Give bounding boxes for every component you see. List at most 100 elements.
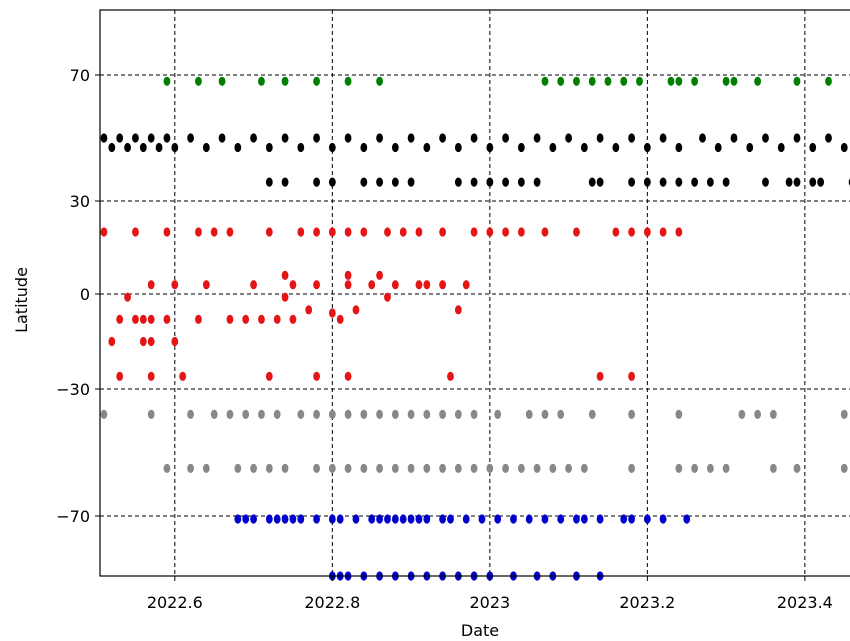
data-point xyxy=(313,177,320,187)
data-point xyxy=(328,514,336,524)
data-point xyxy=(620,76,628,86)
data-point xyxy=(809,142,817,153)
data-point xyxy=(360,409,368,419)
data-point xyxy=(147,280,155,290)
plot-frame xyxy=(99,9,850,577)
data-point xyxy=(265,142,273,153)
data-point xyxy=(423,142,431,153)
data-point xyxy=(163,314,171,324)
data-point xyxy=(470,227,478,237)
data-point xyxy=(163,227,171,237)
data-point xyxy=(722,76,730,86)
data-point xyxy=(195,227,202,237)
data-point xyxy=(454,177,462,187)
data-point xyxy=(368,514,376,524)
data-point xyxy=(825,133,832,143)
data-point xyxy=(171,142,179,153)
data-point xyxy=(415,514,423,524)
data-point xyxy=(218,76,226,86)
data-point xyxy=(344,76,352,86)
data-point xyxy=(423,409,431,419)
data-point xyxy=(344,409,352,419)
data-point xyxy=(675,76,683,86)
x-axis-ticks: 2022.6 2022.8 2023 2023.2 2023.4 xyxy=(147,576,833,612)
data-point xyxy=(557,76,565,86)
data-point xyxy=(265,514,273,524)
data-point xyxy=(344,227,352,237)
data-point xyxy=(439,227,446,237)
data-point xyxy=(328,463,336,473)
data-point xyxy=(328,409,336,419)
data-point xyxy=(486,177,494,187)
data-point xyxy=(391,463,399,473)
data-point xyxy=(391,142,399,153)
data-point xyxy=(643,177,651,187)
data-point xyxy=(376,133,383,143)
data-point xyxy=(762,177,769,187)
x-tick-label: 2023 xyxy=(469,593,510,612)
data-point xyxy=(454,142,462,153)
data-point xyxy=(202,463,210,473)
data-point xyxy=(139,142,147,153)
y-axis-ticks: 70 30 0 −30 −70 xyxy=(56,66,100,526)
data-point xyxy=(769,409,777,419)
data-point xyxy=(336,314,344,324)
data-point xyxy=(628,177,636,187)
data-point xyxy=(793,177,801,187)
data-point xyxy=(147,409,155,419)
data-point xyxy=(242,314,250,324)
data-point xyxy=(391,409,399,419)
data-point xyxy=(722,463,730,473)
y-tick-label: 30 xyxy=(70,192,90,211)
data-point xyxy=(313,463,320,473)
data-point xyxy=(588,177,596,187)
data-point xyxy=(580,514,588,524)
data-point xyxy=(738,409,746,419)
data-point xyxy=(596,133,604,143)
data-point xyxy=(195,76,202,86)
data-point xyxy=(407,177,415,187)
data-point xyxy=(502,177,509,187)
data-point xyxy=(596,177,604,187)
data-point xyxy=(265,463,273,473)
data-point xyxy=(730,76,738,86)
data-point xyxy=(328,227,336,237)
data-point xyxy=(305,305,313,315)
data-point xyxy=(777,142,785,153)
data-point xyxy=(281,514,289,524)
data-point xyxy=(612,227,620,237)
data-point xyxy=(454,463,462,473)
data-point xyxy=(549,463,557,473)
data-point xyxy=(202,142,210,153)
data-point xyxy=(384,514,391,524)
data-point xyxy=(825,76,832,86)
data-point xyxy=(124,292,131,302)
data-point xyxy=(454,305,462,315)
data-point xyxy=(289,280,297,290)
data-point xyxy=(675,409,683,419)
data-point xyxy=(573,227,580,237)
data-point xyxy=(840,142,848,153)
data-point xyxy=(502,463,509,473)
data-point xyxy=(675,177,683,187)
data-point xyxy=(399,227,407,237)
data-point xyxy=(273,409,281,419)
data-point xyxy=(163,76,171,86)
y-tick-label: 70 xyxy=(70,66,90,85)
data-point xyxy=(415,227,423,237)
data-point xyxy=(313,133,320,143)
data-point xyxy=(226,227,234,237)
data-point xyxy=(132,314,139,324)
data-point xyxy=(565,133,573,143)
data-point xyxy=(706,177,714,187)
data-point xyxy=(675,142,683,153)
data-point xyxy=(108,142,116,153)
data-point xyxy=(785,177,793,187)
data-point xyxy=(754,76,762,86)
data-point xyxy=(454,409,462,419)
data-point xyxy=(360,142,368,153)
data-point xyxy=(328,177,336,187)
data-point xyxy=(171,336,179,347)
data-points xyxy=(100,76,850,581)
data-point xyxy=(313,227,320,237)
